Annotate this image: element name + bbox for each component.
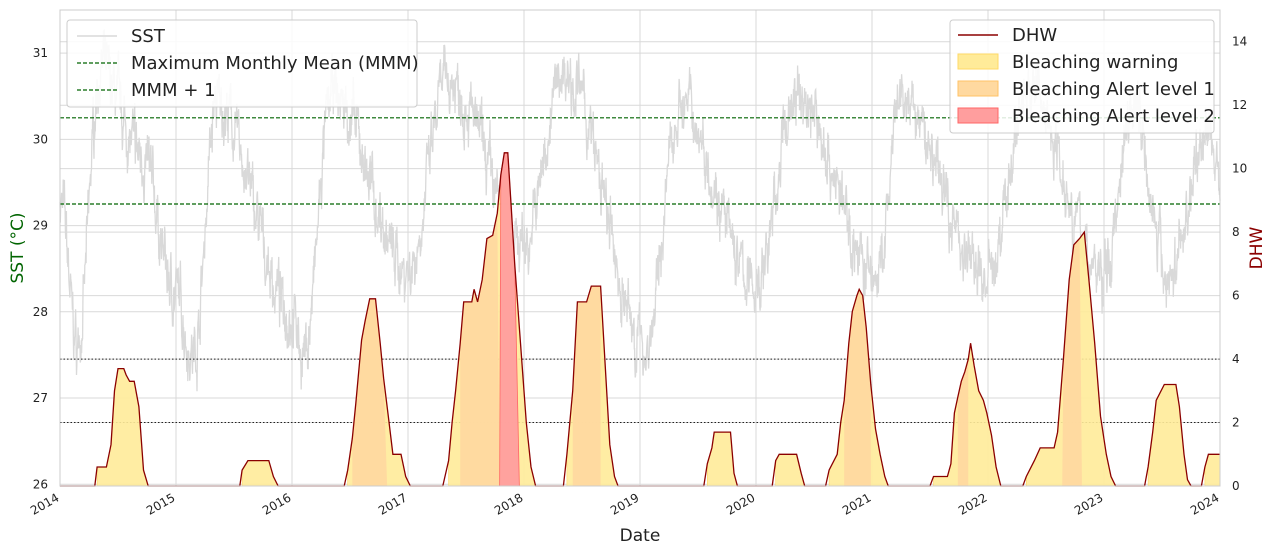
- y-right-tick-label: 4: [1232, 352, 1240, 366]
- x-tick-label: 2022: [956, 490, 989, 517]
- legend-swatch-warning: [957, 53, 999, 70]
- x-tick-label: 2018: [492, 490, 525, 517]
- legend-right: DHW Bleaching warning Bleaching Alert le…: [949, 19, 1215, 134]
- x-axis-label: Date: [620, 526, 661, 546]
- dhw-series: [60, 152, 1220, 487]
- dhw-line: [60, 152, 1220, 487]
- x-tick-label: 2016: [260, 490, 293, 517]
- y-right-tick-label: 14: [1232, 35, 1247, 49]
- x-tick-label: 2019: [608, 490, 641, 517]
- legend-label-mmm-plus-1: MMM + 1: [131, 80, 216, 101]
- y-right-tick-label: 8: [1232, 225, 1240, 239]
- bleaching-alert1-area: [572, 286, 601, 486]
- legend-label-dhw: DHW: [1012, 25, 1057, 46]
- y-left-tick-label: 30: [33, 132, 48, 146]
- x-tick-label: 2024: [1188, 490, 1221, 517]
- bleaching-alert1-area: [844, 289, 871, 486]
- x-tick-label: 2023: [1072, 490, 1105, 517]
- y-right-tick-label: 0: [1232, 479, 1240, 493]
- legend-label-alert2: Bleaching Alert level 2: [1012, 106, 1215, 127]
- x-tick-label: 2017: [376, 490, 409, 517]
- legend-swatch-alert2: [957, 107, 999, 124]
- y-left-tick-label: 28: [33, 305, 48, 319]
- legend-label-warning: Bleaching warning: [1012, 52, 1178, 73]
- y-right-tick-label: 10: [1232, 162, 1247, 176]
- y-axis-label-right: DHW: [1247, 226, 1267, 269]
- legend-left-box: [66, 19, 418, 108]
- legend-swatch-alert1: [957, 80, 999, 97]
- bleaching-alert1-area: [1062, 238, 1082, 486]
- legend-right-box: [949, 19, 1215, 134]
- legend-label-alert1: Bleaching Alert level 1: [1012, 79, 1215, 100]
- legend-label-sst: SST: [131, 26, 166, 47]
- y-left-tick-label: 27: [33, 391, 48, 405]
- x-tick-label: 2014: [28, 490, 61, 517]
- y-left-tick-label: 26: [33, 477, 48, 491]
- bleaching-alert1-area: [352, 298, 388, 486]
- y-left-tick-label: 29: [33, 219, 48, 233]
- bleaching-fills: [96, 152, 1221, 487]
- y-axis-label-left: SST (°C): [8, 212, 28, 283]
- x-tick-label: 2021: [840, 490, 873, 517]
- plot-frame: [59, 9, 1221, 487]
- bleaching-alert1-area: [460, 213, 500, 486]
- reference-lines: [60, 117, 1220, 424]
- bleaching-warning-area: [96, 152, 1221, 487]
- x-tick-label: 2020: [724, 490, 757, 517]
- legend-label-mmm: Maximum Monthly Mean (MMM): [131, 53, 419, 74]
- y-left-tick-label: 31: [33, 46, 48, 60]
- x-tick-label: 2015: [144, 490, 177, 517]
- y-right-tick-label: 6: [1232, 289, 1240, 303]
- y-right-tick-label: 2: [1232, 416, 1240, 430]
- bleaching-alert1-area: [957, 359, 969, 486]
- legend-left: SST Maximum Monthly Mean (MMM) MMM + 1: [66, 19, 419, 108]
- y-right-tick-label: 12: [1232, 98, 1247, 112]
